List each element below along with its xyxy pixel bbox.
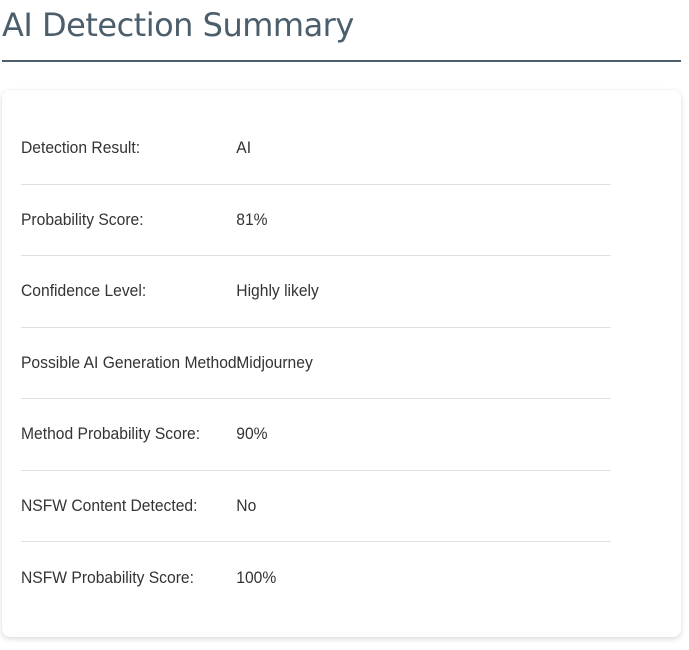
row-label: NSFW Probability Score:	[21, 567, 194, 587]
summary-row-nsfw-probability: NSFW Probability Score: 100%	[21, 542, 611, 614]
row-label: NSFW Content Detected:	[21, 495, 198, 515]
row-value: AI	[236, 138, 252, 158]
summary-row-confidence-level: Confidence Level: Highly likely	[21, 256, 611, 328]
row-value: 90%	[236, 424, 268, 444]
row-label: Method Probability Score:	[21, 424, 201, 444]
row-value: Midjourney	[236, 352, 313, 372]
row-value: No	[236, 495, 257, 515]
title-divider	[2, 60, 681, 62]
row-label: Detection Result:	[21, 138, 141, 158]
row-value: 100%	[236, 567, 277, 587]
page-title: AI Detection Summary	[2, 6, 354, 44]
summary-list: Detection Result: AI Probability Score: …	[21, 113, 662, 614]
summary-row-method-probability: Method Probability Score: 90%	[21, 399, 611, 471]
summary-row-probability-score: Probability Score: 81%	[21, 185, 611, 256]
row-label: Probability Score:	[21, 209, 144, 229]
detection-summary-card: Detection Result: AI Probability Score: …	[2, 90, 681, 637]
row-label: Confidence Level:	[21, 281, 147, 301]
row-label: Possible AI Generation Method:	[21, 352, 241, 372]
summary-row-detection-result: Detection Result: AI	[21, 113, 611, 185]
row-value: 81%	[236, 209, 268, 229]
row-value: Highly likely	[236, 281, 319, 301]
summary-row-generation-method: Possible AI Generation Method: Midjourne…	[21, 328, 611, 399]
summary-row-nsfw-detected: NSFW Content Detected: No	[21, 471, 611, 542]
